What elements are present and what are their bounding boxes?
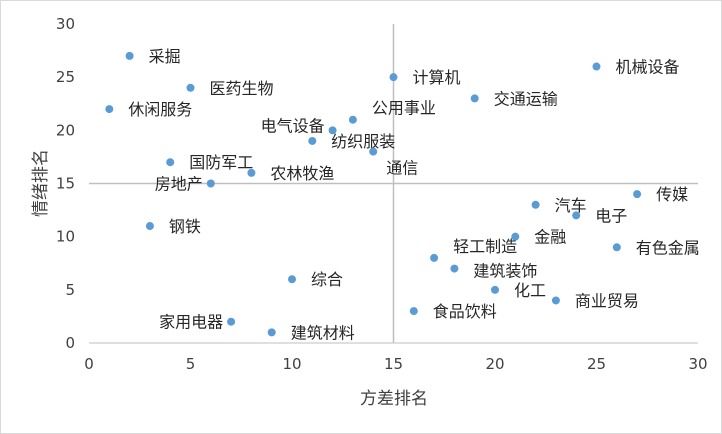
data-label: 传媒 (656, 185, 688, 204)
x-tick-label: 25 (587, 355, 606, 373)
data-label: 钢铁 (169, 217, 201, 236)
data-label: 通信 (386, 159, 418, 178)
data-point (633, 190, 642, 199)
x-tick-label: 30 (688, 355, 707, 373)
data-point (450, 264, 459, 273)
data-label: 家用电器 (159, 313, 223, 332)
data-label: 交通运输 (494, 89, 558, 108)
data-label: 商业贸易 (575, 291, 639, 310)
data-label: 化工 (514, 281, 546, 300)
data-point (531, 200, 540, 209)
data-label: 纺织服装 (331, 132, 395, 151)
data-point (186, 83, 195, 92)
data-label: 医药生物 (210, 79, 274, 98)
data-point (125, 51, 134, 60)
data-point (145, 222, 154, 231)
x-tick-label: 15 (384, 355, 403, 373)
y-tick-label: 0 (65, 334, 75, 352)
data-point (227, 317, 236, 326)
data-label: 综合 (311, 270, 343, 289)
data-point (592, 62, 601, 71)
data-point (409, 307, 418, 316)
data-label: 采掘 (149, 47, 181, 66)
data-point (470, 94, 479, 103)
data-label: 电子 (595, 206, 627, 225)
data-label: 休闲服务 (128, 100, 192, 119)
data-point (572, 211, 581, 220)
data-point (166, 158, 175, 167)
data-label: 公用事业 (372, 99, 436, 118)
data-point (491, 285, 499, 294)
data-point (389, 73, 398, 82)
y-tick-label: 25 (56, 68, 75, 86)
x-tick-label: 0 (84, 355, 94, 373)
data-label: 计算机 (413, 68, 461, 87)
x-axis-title: 方差排名 (360, 389, 428, 409)
data-point (247, 168, 256, 177)
y-tick-label: 10 (56, 228, 75, 246)
x-tick-label: 5 (186, 355, 196, 373)
data-point (308, 136, 317, 145)
y-tick-label: 15 (56, 175, 75, 193)
data-point (206, 179, 215, 188)
data-label: 有色金属 (636, 238, 700, 257)
data-label: 房地产 (155, 175, 203, 194)
data-label: 农林牧渔 (270, 164, 334, 183)
data-label: 轻工制造 (453, 237, 517, 256)
y-axis-title: 情绪排名 (31, 149, 51, 217)
y-tick-label: 30 (56, 15, 75, 33)
y-tick-label: 5 (65, 281, 75, 299)
data-label: 电气设备 (261, 116, 325, 135)
x-tick-label: 10 (282, 355, 301, 373)
data-label: 国防军工 (189, 153, 253, 172)
data-point (612, 243, 621, 252)
data-point (430, 253, 439, 262)
y-tick-label: 20 (56, 121, 75, 139)
data-label: 机械设备 (616, 58, 680, 77)
data-label: 建筑材料 (291, 323, 355, 342)
data-point (328, 126, 337, 135)
data-point (267, 328, 276, 337)
data-label: 汽车 (555, 196, 587, 215)
data-point (105, 105, 114, 114)
x-tick-label: 20 (485, 355, 504, 373)
data-label: 建筑装饰 (473, 262, 537, 281)
data-point (369, 147, 378, 156)
data-label: 食品饮料 (433, 302, 497, 321)
data-point (551, 296, 560, 305)
data-point (511, 232, 520, 241)
data-label: 金融 (534, 228, 566, 247)
data-point (348, 115, 357, 124)
data-point (288, 275, 296, 284)
